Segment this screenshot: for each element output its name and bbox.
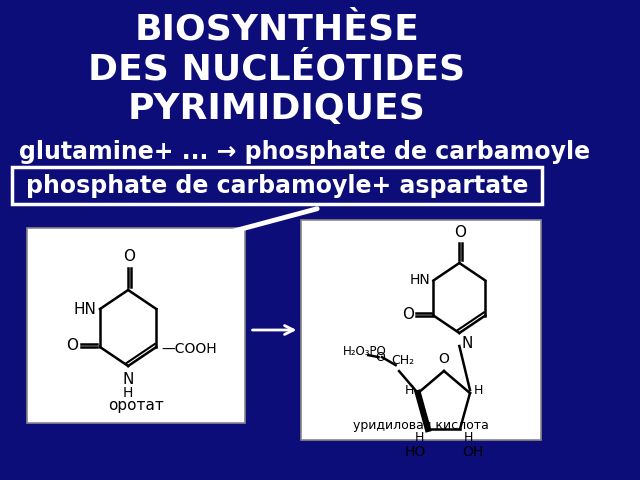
Text: H: H [415,431,424,444]
Text: O: O [438,352,449,366]
Text: H: H [123,386,133,400]
Text: оротат: оротат [108,398,164,413]
Text: O: O [66,338,77,353]
FancyBboxPatch shape [27,228,245,423]
Text: CH₂: CH₂ [391,354,414,367]
Text: OH: OH [461,445,483,459]
Text: H: H [463,431,473,444]
Text: glutamine+ ... → phosphate de carbamoyle: glutamine+ ... → phosphate de carbamoyle [19,140,589,164]
Text: O: O [375,350,385,364]
Text: HN: HN [74,301,97,316]
Text: O: O [402,307,413,322]
Text: O: O [123,249,135,264]
FancyBboxPatch shape [12,167,542,204]
Text: phosphate de carbamoyle+ aspartate: phosphate de carbamoyle+ aspartate [26,173,528,197]
Text: HO: HO [405,445,426,459]
Text: N: N [462,336,474,351]
Text: H: H [474,384,483,396]
Text: DES NUCLÉOTIDES: DES NUCLÉOTIDES [88,52,466,86]
Text: HN: HN [410,274,431,288]
Text: уридиловая кислота: уридиловая кислота [353,419,489,432]
Text: H₂O₃PO: H₂O₃PO [342,345,387,358]
Text: O: O [454,225,466,240]
Text: N: N [122,372,134,387]
Text: H: H [405,384,415,396]
Text: PYRIMIDIQUES: PYRIMIDIQUES [128,92,426,126]
FancyBboxPatch shape [301,220,541,440]
Text: —COOH: —COOH [161,342,217,356]
Text: BIOSYNTHÈSE: BIOSYNTHÈSE [134,12,419,46]
